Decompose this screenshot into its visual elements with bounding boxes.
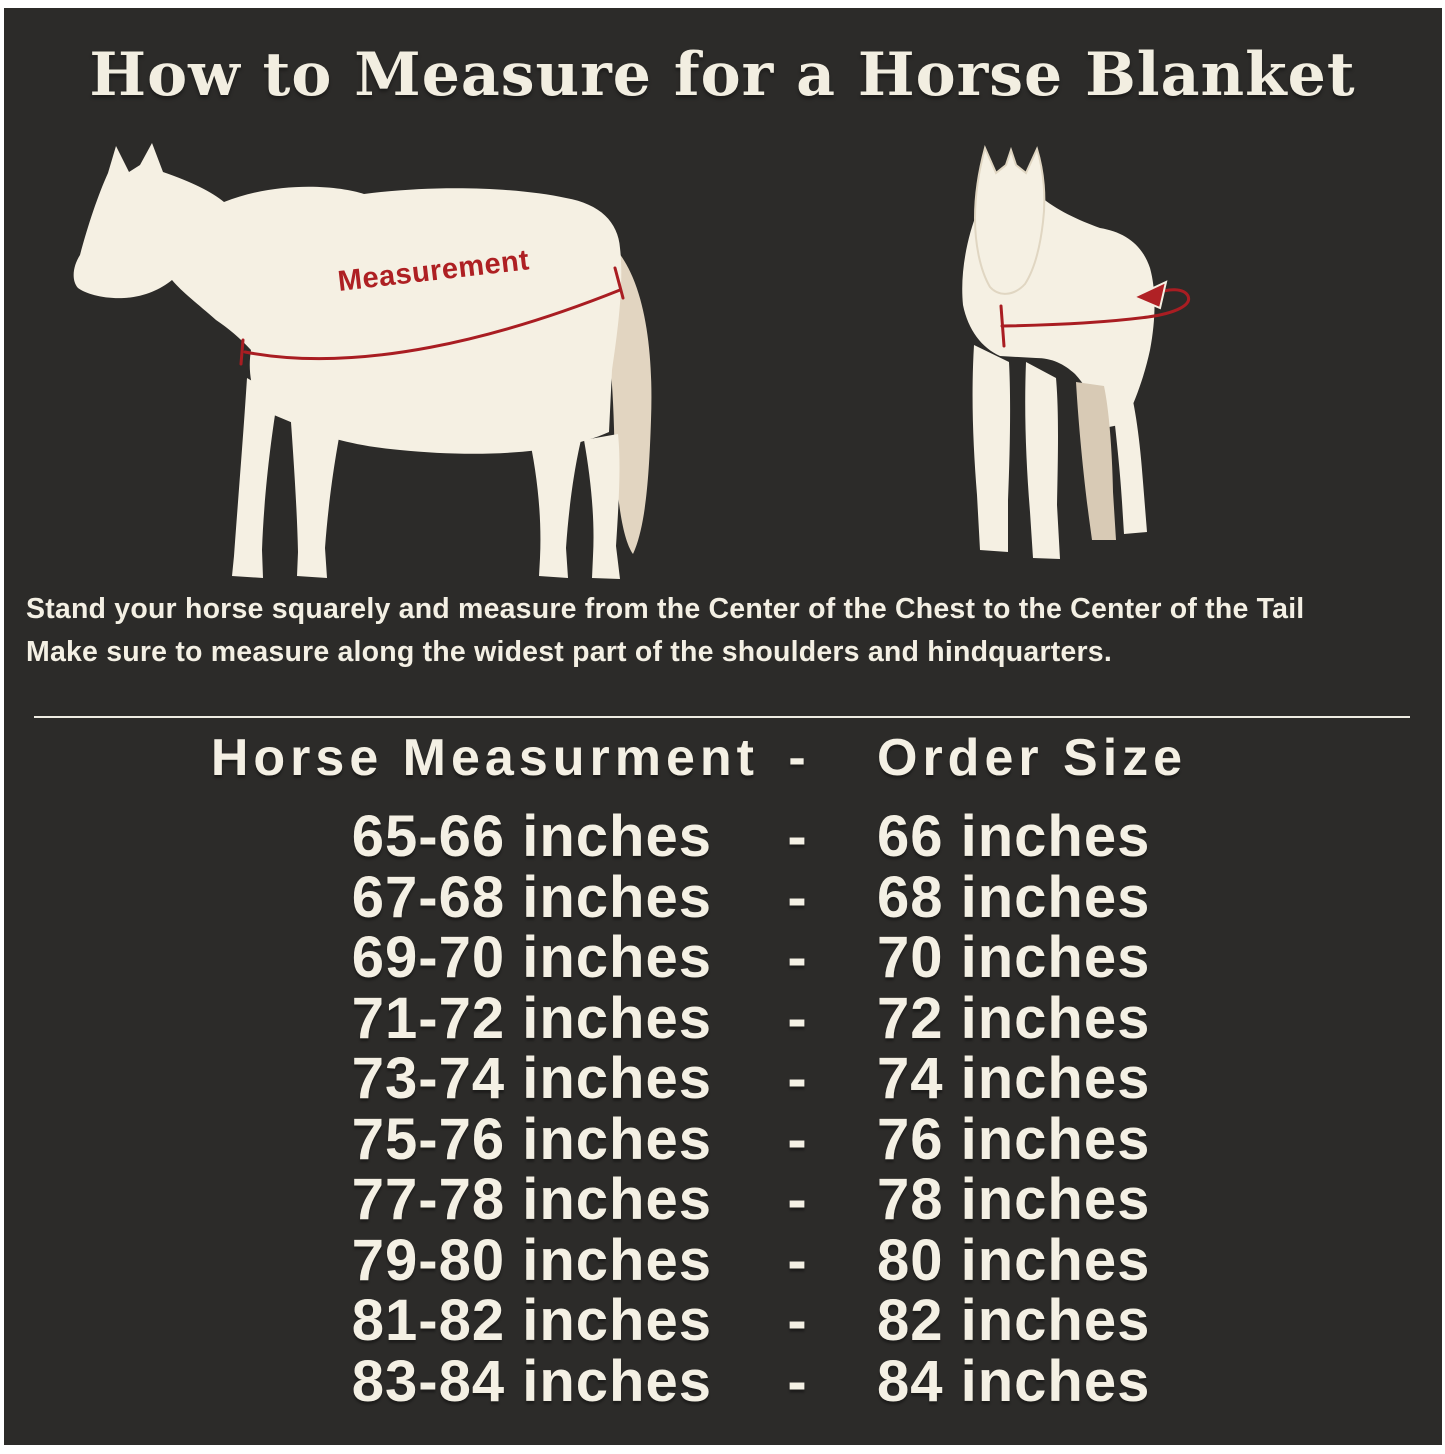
order-size-value: 66 inches [877,804,1151,869]
table-row: 71-72 inches - 72 inches [4,985,1442,1051]
table-row: 83-84 inches - 84 inches [4,1348,1442,1414]
side-horse-hind-leg-2 [584,434,620,579]
separator-dash: - [787,804,807,869]
separator-dash: - [787,925,807,990]
order-size-value: 70 inches [877,925,1151,990]
instructions-line-1: Stand your horse squarely and measure fr… [26,593,1305,625]
separator-dash: - [787,864,807,930]
front-horse-front-leg [972,345,1011,552]
separator-dash: - [787,1167,807,1232]
header-horse-measurement: Horse Measurment [210,729,759,787]
table-row: 77-78 inches - 78 inches [4,1167,1442,1232]
order-size-value: 68 inches [877,864,1151,930]
horse-measurement-value: 81-82 inches [351,1288,712,1353]
border-bottom [0,1445,1445,1454]
table-row: 73-74 inches - 74 inches [4,1046,1442,1111]
separator-dash: - [787,985,807,1051]
order-size-value: 80 inches [877,1227,1151,1293]
separator-dash: - [787,1227,807,1293]
order-size-value: 84 inches [877,1348,1151,1414]
size-table-header: Horse Measurment - Order Size [4,732,1442,784]
order-size-value: 74 inches [877,1046,1151,1111]
order-size-value: 76 inches [877,1106,1151,1172]
arrowhead-icon [1131,280,1168,310]
table-row: 69-70 inches - 70 inches [4,925,1442,990]
horse-illustrations [73,143,1191,579]
side-horse-body [73,143,622,454]
separator-dash: - [787,1288,807,1353]
table-row: 75-76 inches - 76 inches [4,1106,1442,1172]
table-row: 81-82 inches - 82 inches [4,1288,1442,1353]
front-horse-front-leg-2 [1025,362,1060,559]
separator-dash: - [787,1046,807,1111]
border-left [0,0,4,1454]
side-horse-hind-leg [528,432,582,578]
horse-measurement-value: 79-80 inches [351,1227,712,1293]
horse-measurement-value: 75-76 inches [351,1106,712,1172]
header-order-size: Order Size [877,729,1188,787]
border-right [1442,0,1445,1454]
separator-dash: - [787,1348,807,1414]
order-size-value: 78 inches [877,1167,1151,1232]
border-top [0,0,1445,8]
infographic-panel: How to Measure for a Horse Blanket Measu… [4,8,1442,1445]
header-separator-dash: - [788,729,806,787]
side-horse-front-leg-2 [289,394,345,578]
order-size-value: 72 inches [877,985,1151,1051]
side-horse-silhouette [73,143,652,579]
order-size-value: 82 inches [877,1288,1151,1353]
content-layer: How to Measure for a Horse Blanket Measu… [4,8,1442,1445]
horse-measurement-value: 83-84 inches [351,1348,712,1414]
divider-line [34,716,1410,718]
front-horse-hind-leg-shadow [1076,382,1116,540]
table-row: 79-80 inches - 80 inches [4,1227,1442,1293]
table-row: 67-68 inches - 68 inches [4,864,1442,930]
instructions-text: Stand your horse squarely and measure fr… [26,588,1304,673]
separator-dash: - [787,1106,807,1172]
horse-measurement-value: 65-66 inches [351,804,712,869]
horse-measurement-value: 77-78 inches [351,1167,712,1232]
table-row: 65-66 inches - 66 inches [4,804,1442,869]
front-horse-measure-arrow [999,280,1191,348]
page-title: How to Measure for a Horse Blanket [89,40,1356,110]
side-horse-measure-line [239,266,625,366]
horse-measurement-value: 71-72 inches [351,985,712,1051]
instructions-line-2: Make sure to measure along the widest pa… [26,635,1112,668]
front-horse-silhouette [962,145,1191,559]
side-horse-front-leg [232,378,278,578]
horse-measurement-value: 73-74 inches [351,1046,712,1111]
front-horse-hind-leg [1110,380,1147,534]
horse-measurement-value: 67-68 inches [351,864,712,930]
front-horse-head [973,145,1046,295]
size-table-body: 65-66 inches - 66 inches 67-68 inches - … [4,804,1442,1414]
horse-measurement-value: 69-70 inches [351,925,712,990]
